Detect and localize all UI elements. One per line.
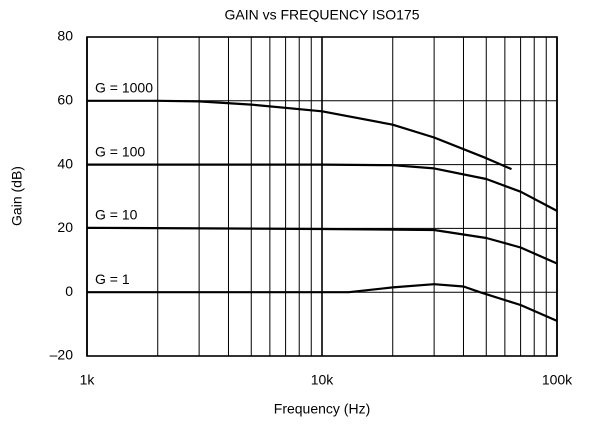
series-label: G = 100 <box>95 143 145 159</box>
x-tick-label: 10k <box>311 372 335 388</box>
y-tick-label: 80 <box>57 28 73 44</box>
series-label: G = 1000 <box>95 80 153 96</box>
y-tick-label: 40 <box>57 155 73 171</box>
x-axis-label: Frequency (Hz) <box>274 401 370 417</box>
curve <box>87 163 558 212</box>
y-tick-label: 0 <box>65 283 73 299</box>
y-tick-label: –20 <box>50 347 74 363</box>
y-axis-label: Gain (dB) <box>9 166 25 226</box>
plot-frame <box>86 36 558 357</box>
chart-title: GAIN vs FREQUENCY ISO175 <box>224 7 419 23</box>
curve <box>87 283 558 322</box>
curve <box>86 226 558 265</box>
x-tick-label: 1k <box>80 372 96 388</box>
y-tick-label: 60 <box>57 92 73 108</box>
series-label: G = 10 <box>95 206 138 222</box>
series-label: G = 1 <box>95 271 130 287</box>
curve <box>87 99 512 171</box>
x-tick-label: 100k <box>542 372 573 388</box>
y-tick-label: 20 <box>57 219 73 235</box>
